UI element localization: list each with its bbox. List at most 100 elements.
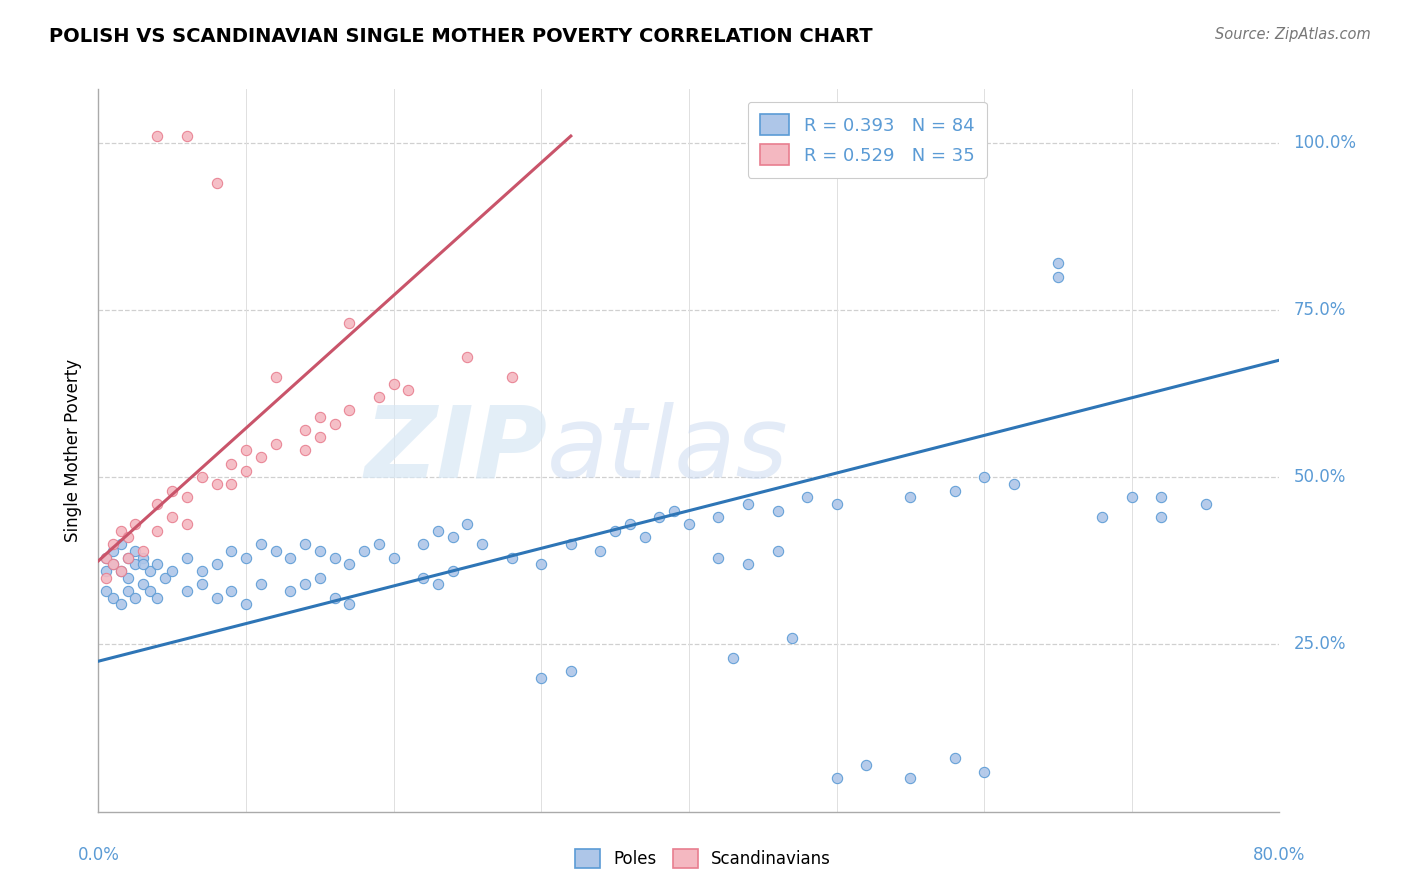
Point [707,550,730,565]
Point [398,384,420,398]
Point [589,543,612,558]
Point [501,550,523,565]
Point [412,571,434,585]
Point [94,584,117,599]
Point [1121,491,1143,505]
Point [94,550,117,565]
Point [110,564,132,578]
Point [382,376,405,391]
Point [309,410,332,425]
Point [191,470,214,484]
Text: 100.0%: 100.0% [1294,134,1357,152]
Point [441,530,464,544]
Point [323,591,346,605]
Point [309,543,332,558]
Point [132,577,155,591]
Point [103,543,125,558]
Point [110,564,132,578]
Point [973,470,995,484]
Point [205,476,228,491]
Point [103,537,125,551]
Point [250,537,273,551]
Point [124,557,146,572]
Point [250,577,273,591]
Point [124,591,146,605]
Point [103,591,125,605]
Point [264,436,287,450]
Point [139,584,162,599]
Point [766,543,789,558]
Point [825,771,848,786]
Point [1002,476,1025,491]
Point [176,491,198,505]
Point [205,176,228,190]
Point [530,557,553,572]
Point [723,651,745,665]
Text: atlas: atlas [547,402,789,499]
Point [103,557,125,572]
Point [117,584,139,599]
Point [309,571,332,585]
Point [280,550,302,565]
Point [221,584,243,599]
Point [339,598,361,612]
Point [146,497,169,511]
Point [560,664,582,679]
Point [235,550,257,565]
Point [153,571,176,585]
Point [900,771,922,786]
Point [1046,256,1070,270]
Point [855,758,877,772]
Point [132,550,155,565]
Point [900,491,922,505]
Point [176,517,198,532]
Point [110,598,132,612]
Point [339,403,361,417]
Point [221,476,243,491]
Point [501,369,523,384]
Text: 75.0%: 75.0% [1294,301,1346,319]
Point [205,557,228,572]
Text: ZIP: ZIP [364,402,547,499]
Point [176,128,198,143]
Legend: R = 0.393   N = 84, R = 0.529   N = 35: R = 0.393 N = 84, R = 0.529 N = 35 [748,102,987,178]
Point [634,530,657,544]
Point [737,557,759,572]
Point [427,577,450,591]
Point [530,671,553,685]
Point [124,517,146,532]
Point [412,537,434,551]
Point [1091,510,1114,524]
Point [294,424,316,438]
Point [94,571,117,585]
Point [294,577,316,591]
Point [973,764,995,779]
Point [103,557,125,572]
Point [560,537,582,551]
Text: POLISH VS SCANDINAVIAN SINGLE MOTHER POVERTY CORRELATION CHART: POLISH VS SCANDINAVIAN SINGLE MOTHER POV… [49,27,873,45]
Point [250,450,273,465]
Y-axis label: Single Mother Poverty: Single Mother Poverty [65,359,83,542]
Point [146,557,169,572]
Point [264,369,287,384]
Point [471,537,494,551]
Point [205,591,228,605]
Point [737,497,759,511]
Point [139,564,162,578]
Text: 80.0%: 80.0% [1253,847,1306,864]
Point [825,497,848,511]
Text: 0.0%: 0.0% [77,847,120,864]
Point [221,543,243,558]
Point [110,524,132,538]
Point [110,537,132,551]
Point [146,524,169,538]
Point [191,577,214,591]
Point [124,543,146,558]
Text: Source: ZipAtlas.com: Source: ZipAtlas.com [1215,27,1371,42]
Point [605,524,627,538]
Point [457,517,479,532]
Point [707,510,730,524]
Point [264,543,287,558]
Point [323,550,346,565]
Point [162,564,183,578]
